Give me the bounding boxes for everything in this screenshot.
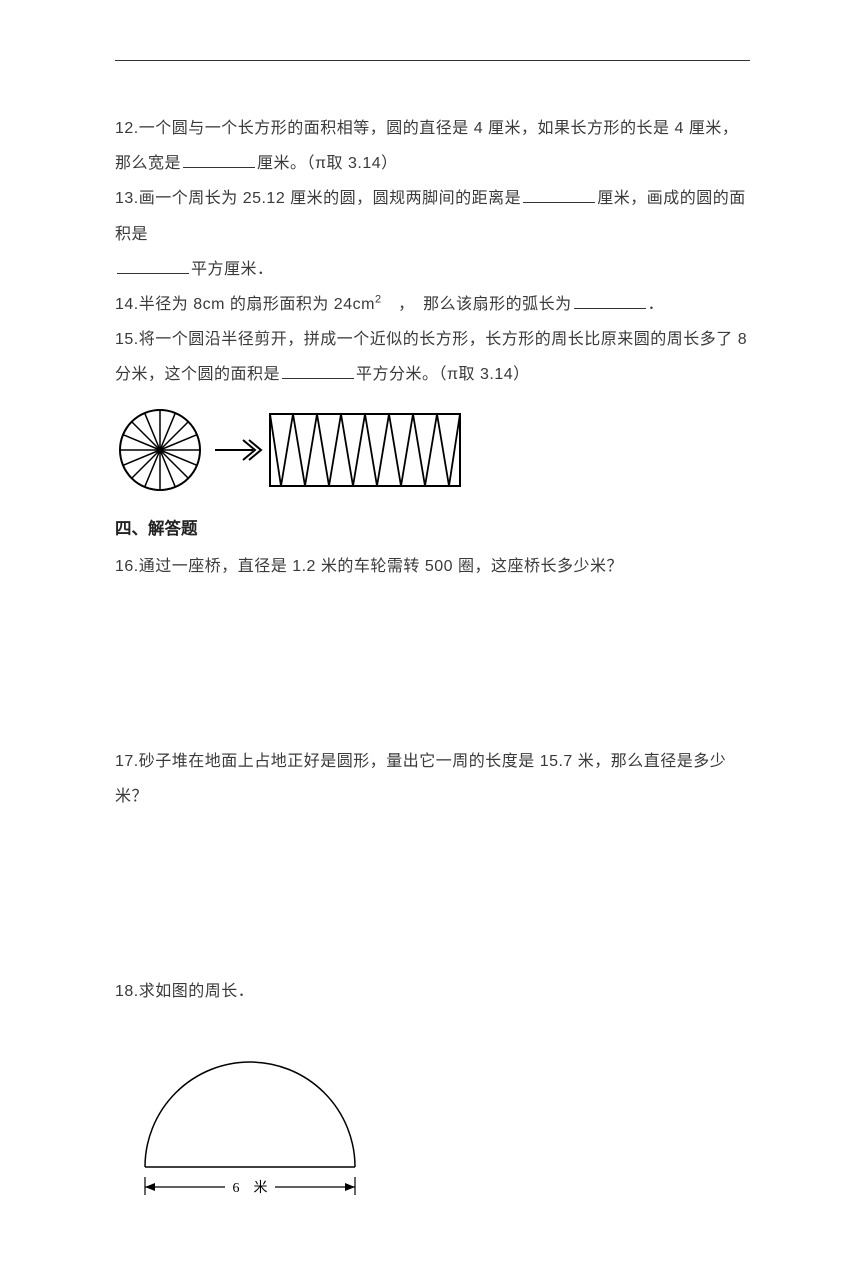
arrow-icon xyxy=(215,440,261,460)
question-13: 13.画一个周长为 25.12 厘米的圆，圆规两脚间的距离是厘米，画成的圆的面积… xyxy=(115,181,750,287)
q13-blank-1 xyxy=(523,188,595,203)
zigzag-rect-icon xyxy=(270,414,460,486)
question-15: 15.将一个圆沿半径剪开，拼成一个近似的长方形，长方形的周长比原来圆的周长多了 … xyxy=(115,322,750,392)
question-14: 14.半径为 8cm 的扇形面积为 24cm2 ， 那么该扇形的弧长为 ． xyxy=(115,287,750,322)
q13-text-c: 平方厘米． xyxy=(191,261,274,278)
q14-text-c: ． xyxy=(648,296,665,313)
dim-label: 6 米 xyxy=(233,1180,268,1196)
question-17: 17.砂子堆在地面上占地正好是圆形，量出它一周的长度是 15.7 米，那么直径是… xyxy=(115,744,750,814)
top-rule xyxy=(115,60,750,61)
q14-blank xyxy=(574,294,646,309)
diagram-circle-to-rect xyxy=(115,403,750,497)
q14-text-a: 14.半径为 8cm 的扇形面积为 24cm xyxy=(115,296,375,313)
dim-arrow-right-icon xyxy=(345,1183,355,1191)
q13-text-a: 13.画一个周长为 25.12 厘米的圆，圆规两脚间的距离是 xyxy=(115,190,521,207)
q12-text-b: 厘米。（π取 3.14） xyxy=(257,155,398,172)
diagram1-svg xyxy=(115,403,465,497)
segmented-circle-icon xyxy=(120,410,200,490)
q14-text-b: ， 那么该扇形的弧长为 xyxy=(382,296,572,313)
q15-text-b: 平方分米。（π取 3.14） xyxy=(356,366,530,383)
q15-blank xyxy=(282,364,354,379)
spacer-17 xyxy=(115,814,750,974)
q13-blank-2 xyxy=(117,259,189,274)
spacer-16 xyxy=(115,584,750,744)
semicircle-arc xyxy=(145,1062,355,1167)
q12-blank xyxy=(183,153,255,168)
q14-sup: 2 xyxy=(375,294,382,306)
question-16: 16.通过一座桥，直径是 1.2 米的车轮需转 500 圈，这座桥长多少米？ xyxy=(115,549,750,584)
diagram-semicircle: 6 米 xyxy=(115,1017,750,1217)
question-12: 12.一个圆与一个长方形的面积相等，圆的直径是 4 厘米，如果长方形的长是 4 … xyxy=(115,111,750,181)
section-4-title: 四、解答题 xyxy=(115,515,750,539)
question-18: 18.求如图的周长． xyxy=(115,974,750,1009)
dim-arrow-left-icon xyxy=(145,1183,155,1191)
diagram2-svg: 6 米 xyxy=(115,1017,385,1217)
